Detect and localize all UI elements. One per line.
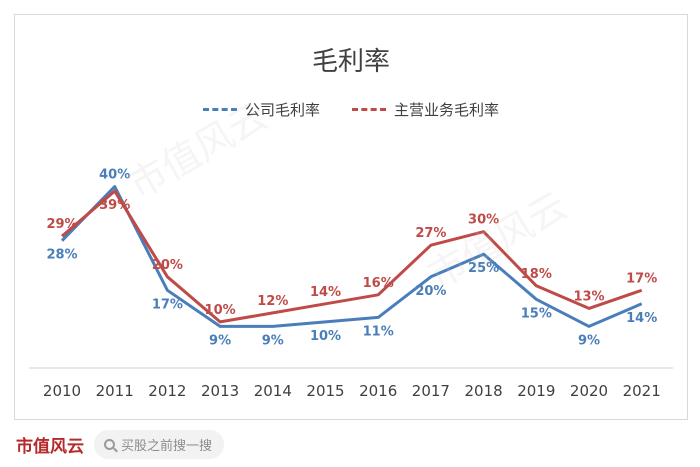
data-label: 14% (310, 285, 341, 300)
search-placeholder: 买股之前搜一搜 (121, 439, 213, 454)
search-icon (104, 439, 115, 450)
data-label: 13% (573, 289, 604, 304)
legend-label-company: 公司毛利率 (244, 101, 320, 119)
footer-bar: 市值风云 买股之前搜一搜 (0, 422, 700, 467)
chart-card: 毛利率 公司毛利率 主营业务毛利率 2010 2011 2012 2013 2014 20… (14, 14, 688, 420)
data-label: 20% (415, 284, 446, 299)
data-label: 28% (46, 248, 77, 263)
data-label: 9% (262, 333, 284, 348)
x-tick-label: 2020 (570, 382, 608, 400)
data-label: 11% (363, 324, 394, 339)
data-label: 17% (626, 271, 657, 286)
data-label: 27% (415, 226, 446, 241)
x-tick-label: 2015 (306, 382, 344, 400)
x-tick-label: 2013 (201, 382, 239, 400)
series-line-1 (61, 189, 643, 324)
search-box[interactable]: 买股之前搜一搜 (94, 430, 225, 459)
data-label: 9% (209, 333, 231, 348)
x-tick-label: 2018 (465, 382, 503, 400)
x-tick-label: 2016 (359, 382, 397, 400)
data-label: 15% (521, 306, 552, 321)
legend-item-main-business: 主营业务毛利率 (352, 99, 499, 120)
x-tick-label: 2019 (517, 382, 555, 400)
x-tick-label: 2017 (412, 382, 450, 400)
data-label: 30% (468, 213, 499, 228)
data-label: 14% (626, 311, 657, 326)
data-label: 39% (99, 198, 130, 213)
data-label: 20% (152, 258, 183, 273)
data-label: 16% (363, 276, 394, 291)
brand-logo[interactable]: 市值风云 (16, 437, 84, 457)
data-label: 40% (99, 168, 130, 183)
data-label: 10% (205, 303, 236, 318)
data-label: 25% (468, 261, 499, 276)
x-tick-label: 2014 (254, 382, 292, 400)
line-chart: 2010 2011 2012 2013 2014 2015 2016 2017 2018 2019… (29, 168, 673, 400)
data-label: 18% (521, 267, 552, 282)
x-tick-label: 2021 (623, 382, 661, 400)
data-label: 17% (152, 297, 183, 312)
x-tick-label: 2012 (148, 382, 186, 400)
data-label: 12% (257, 294, 288, 309)
legend-swatch-company (202, 108, 237, 111)
data-label: 9% (578, 333, 600, 348)
legend-label-main-business: 主营业务毛利率 (394, 101, 500, 119)
legend-swatch-main-business (352, 108, 386, 111)
chart-title: 毛利率 (311, 47, 390, 77)
data-label: 29% (46, 217, 77, 232)
x-tick-label: 2010 (43, 382, 81, 400)
series-line-0 (60, 185, 643, 328)
legend-item-company: 公司毛利率 (202, 99, 320, 120)
x-tick-label: 2011 (96, 382, 134, 400)
chart-legend: 公司毛利率 主营业务毛利率 (15, 99, 687, 120)
data-label: 10% (310, 329, 341, 344)
